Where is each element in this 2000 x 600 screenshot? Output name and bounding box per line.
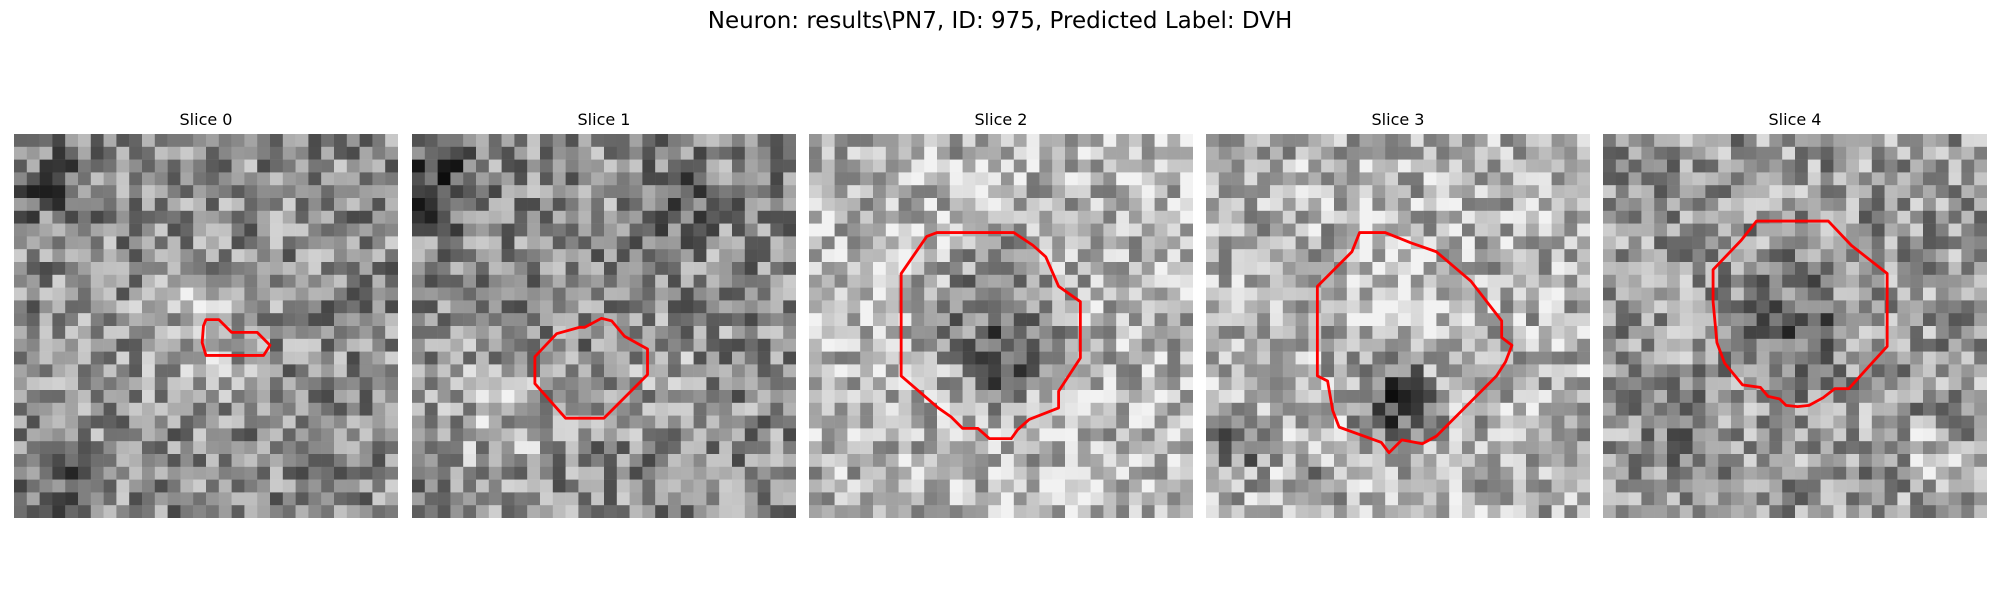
slice-panel-3: Slice 3: [1206, 108, 1590, 518]
slice-panel-2: Slice 2: [809, 108, 1193, 518]
slice-title-3: Slice 3: [1371, 110, 1425, 129]
slice-title-4: Slice 4: [1768, 110, 1822, 129]
slice-panel-0: Slice 0: [14, 108, 398, 518]
slice-title-2: Slice 2: [974, 110, 1028, 129]
neuron-contour-1: [533, 316, 649, 420]
microscopy-slice-image-4: [1603, 134, 1987, 518]
slice-panel-1: Slice 1: [412, 108, 796, 518]
slice-panel-4: Slice 4: [1603, 108, 1987, 518]
microscopy-slice-image-0: [14, 134, 398, 518]
neuron-contour-2: [899, 231, 1082, 441]
microscopy-slice-image-3: [1206, 134, 1590, 518]
microscopy-slice-image-1: [412, 134, 796, 518]
slice-title-0: Slice 0: [179, 110, 233, 129]
slice-title-1: Slice 1: [577, 110, 631, 129]
microscopy-slice-image-2: [809, 134, 1193, 518]
neuron-contour-4: [1711, 219, 1889, 409]
figure-title: Neuron: results\PN7, ID: 975, Predicted …: [707, 8, 1293, 34]
neuron-contour-0: [200, 318, 272, 357]
neuron-contour-3: [1315, 231, 1514, 455]
